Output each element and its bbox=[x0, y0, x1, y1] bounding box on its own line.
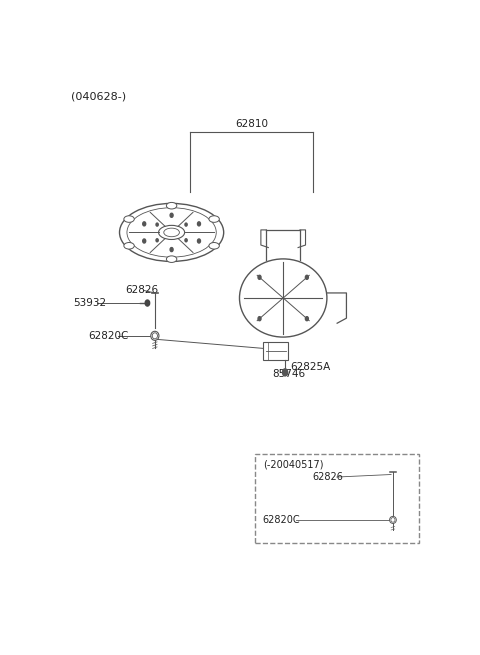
Circle shape bbox=[143, 222, 146, 226]
Circle shape bbox=[305, 316, 308, 321]
Ellipse shape bbox=[151, 331, 159, 341]
Text: (-20040517): (-20040517) bbox=[263, 459, 323, 470]
Ellipse shape bbox=[164, 228, 180, 236]
Circle shape bbox=[258, 275, 261, 279]
FancyBboxPatch shape bbox=[264, 342, 288, 360]
Text: 62826: 62826 bbox=[312, 472, 344, 482]
Text: 62810: 62810 bbox=[235, 119, 268, 129]
Text: 85746: 85746 bbox=[272, 369, 305, 379]
Ellipse shape bbox=[158, 225, 185, 240]
Ellipse shape bbox=[240, 259, 327, 337]
Circle shape bbox=[156, 223, 158, 226]
Circle shape bbox=[258, 316, 261, 321]
Text: 62825A: 62825A bbox=[290, 362, 331, 372]
Circle shape bbox=[156, 239, 158, 242]
FancyBboxPatch shape bbox=[255, 454, 420, 543]
Ellipse shape bbox=[391, 517, 395, 522]
Text: 53932: 53932 bbox=[73, 298, 106, 308]
Ellipse shape bbox=[124, 242, 134, 249]
Ellipse shape bbox=[152, 333, 157, 339]
Circle shape bbox=[305, 275, 308, 279]
Circle shape bbox=[170, 248, 173, 252]
Text: 62826: 62826 bbox=[125, 286, 158, 295]
Ellipse shape bbox=[390, 516, 396, 523]
Circle shape bbox=[197, 222, 201, 226]
Ellipse shape bbox=[167, 256, 177, 263]
Ellipse shape bbox=[209, 242, 219, 249]
Ellipse shape bbox=[120, 204, 224, 261]
Circle shape bbox=[145, 300, 150, 306]
Circle shape bbox=[143, 239, 146, 243]
Ellipse shape bbox=[127, 208, 216, 257]
Circle shape bbox=[185, 223, 187, 226]
Ellipse shape bbox=[209, 215, 219, 222]
Text: 62820C: 62820C bbox=[88, 331, 128, 341]
Circle shape bbox=[282, 369, 288, 376]
Text: 62820C: 62820C bbox=[263, 515, 300, 525]
Text: (040628-): (040628-) bbox=[71, 91, 126, 102]
Ellipse shape bbox=[167, 202, 177, 209]
Circle shape bbox=[197, 239, 201, 243]
Circle shape bbox=[185, 239, 187, 242]
Ellipse shape bbox=[124, 215, 134, 222]
Circle shape bbox=[170, 214, 173, 217]
